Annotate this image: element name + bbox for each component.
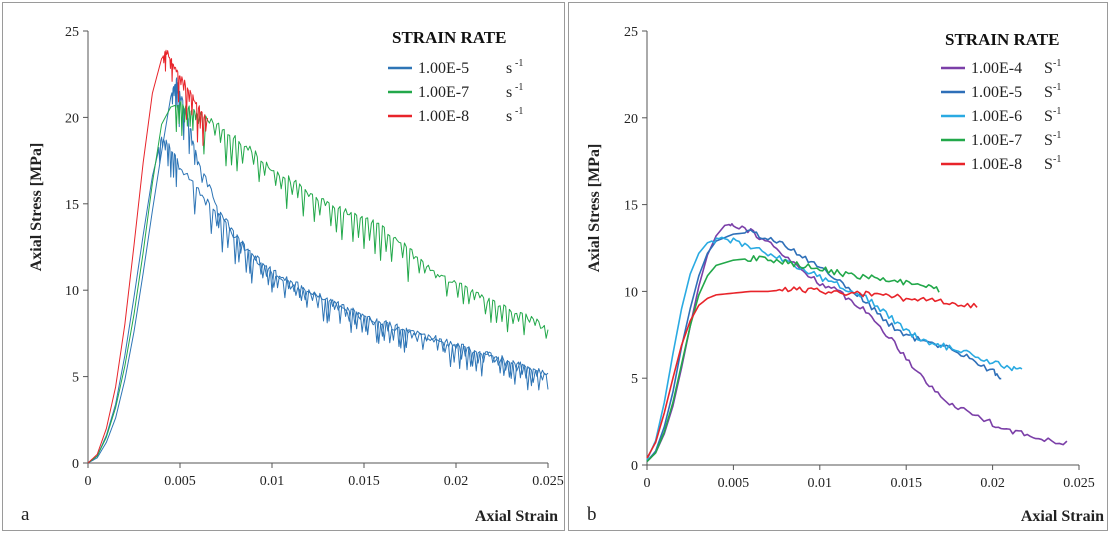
panel-label: b bbox=[587, 504, 597, 525]
series-line-1-00E-8-0 bbox=[87, 49, 209, 464]
y-tick-label: 5 bbox=[631, 372, 638, 387]
series-line-1-00E-7-0 bbox=[646, 255, 940, 463]
series-line-1-00E-7-0 bbox=[87, 100, 549, 464]
x-tick-label: 0.02 bbox=[444, 474, 469, 489]
x-tick-label: 0 bbox=[644, 476, 651, 491]
legend-unit: s bbox=[506, 108, 512, 125]
y-tick-label: 10 bbox=[624, 285, 638, 300]
series-line-1-00E-8-0 bbox=[646, 286, 978, 459]
legend-unit: S bbox=[1044, 132, 1053, 149]
legend-unit: s bbox=[506, 60, 512, 77]
x-axis-title: Axial Strain bbox=[1021, 508, 1104, 525]
legend-unit-superscript: -1 bbox=[515, 58, 523, 69]
y-tick-label: 20 bbox=[624, 112, 638, 127]
legend-label: 1.00E-8 bbox=[418, 108, 469, 125]
chart-panel-b: 0 5 10 15 20 25 0 0.005 0.01 0.015 0.02 0.025 Axial … bbox=[568, 2, 1108, 531]
series-line-1-00E-4-0 bbox=[646, 222, 1068, 463]
x-tick-label: 0.015 bbox=[348, 474, 380, 489]
y-tick-label: 0 bbox=[631, 459, 638, 474]
x-tick-label: 0.025 bbox=[1063, 476, 1095, 491]
legend-unit-superscript: -1 bbox=[1053, 154, 1061, 165]
x-tick-label: 0.015 bbox=[890, 476, 922, 491]
legend-label: 1.00E-5 bbox=[971, 84, 1022, 101]
x-tick-label: 0.01 bbox=[260, 474, 285, 489]
legend-label: 1.00E-7 bbox=[971, 132, 1022, 149]
y-tick-label: 25 bbox=[624, 25, 638, 40]
y-tick-label: 25 bbox=[65, 25, 79, 40]
series-line-1-00E-5-0 bbox=[646, 229, 1002, 463]
panel-label: a bbox=[21, 504, 30, 525]
y-axis-title: Axial Stress [MPa] bbox=[586, 144, 603, 273]
legend-label: 1.00E-5 bbox=[418, 60, 469, 77]
legend-unit-superscript: -1 bbox=[515, 106, 523, 117]
x-tick-label: 0.005 bbox=[718, 476, 750, 491]
x-tick-label: 0.005 bbox=[164, 474, 196, 489]
x-axis-title: Axial Strain bbox=[475, 508, 558, 525]
x-tick-label: 0 bbox=[85, 474, 92, 489]
legend-unit: S bbox=[1044, 156, 1053, 173]
x-tick-label: 0.025 bbox=[532, 474, 564, 489]
legend-unit: s bbox=[506, 84, 512, 101]
legend-unit-superscript: -1 bbox=[1053, 82, 1061, 93]
legend-label: 1.00E-7 bbox=[418, 84, 469, 101]
x-tick-label: 0.01 bbox=[808, 476, 833, 491]
y-tick-label: 5 bbox=[72, 371, 79, 386]
legend-unit-superscript: -1 bbox=[1053, 106, 1061, 117]
series-line-1-00E-5-1 bbox=[87, 77, 549, 464]
legend-label: 1.00E-4 bbox=[971, 60, 1022, 77]
y-tick-label: 15 bbox=[65, 198, 79, 213]
x-tick-label: 0.02 bbox=[980, 476, 1005, 491]
y-tick-label: 15 bbox=[624, 199, 638, 214]
legend-unit-superscript: -1 bbox=[1053, 130, 1061, 141]
legend-label: 1.00E-8 bbox=[971, 156, 1022, 173]
legend-unit-superscript: -1 bbox=[1053, 58, 1061, 69]
chart-a-svg: 0 5 10 15 20 25 0 0.005 0.01 0.015 0.02 0.025 Axial … bbox=[21, 25, 564, 525]
legend-unit: S bbox=[1044, 84, 1053, 101]
y-tick-label: 20 bbox=[65, 111, 79, 126]
legend-title: STRAIN RATE bbox=[945, 30, 1059, 49]
legend-unit: S bbox=[1044, 108, 1053, 125]
chart-panel-a: 0 5 10 15 20 25 0 0.005 0.01 0.015 0.02 0.025 Axial … bbox=[2, 2, 565, 531]
y-axis-title: Axial Stress [MPa] bbox=[28, 143, 45, 272]
legend-unit-superscript: -1 bbox=[515, 82, 523, 93]
legend-unit: S bbox=[1044, 60, 1053, 77]
series-line-1-00E-5-0 bbox=[87, 136, 549, 464]
legend-label: 1.00E-6 bbox=[971, 108, 1022, 125]
y-tick-label: 0 bbox=[72, 457, 79, 472]
legend-title: STRAIN RATE bbox=[392, 28, 506, 47]
y-tick-label: 10 bbox=[65, 284, 79, 299]
chart-b-svg: 0 5 10 15 20 25 0 0.005 0.01 0.015 0.02 0.025 Axial … bbox=[586, 25, 1104, 525]
